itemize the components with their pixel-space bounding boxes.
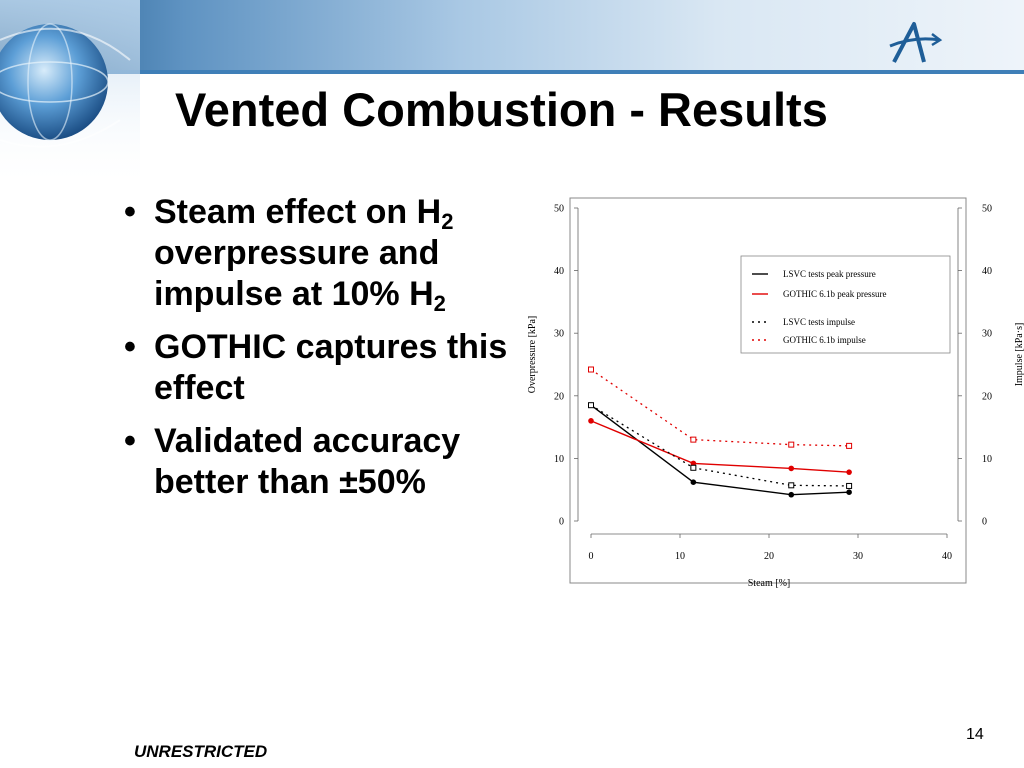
header-divider	[0, 70, 1024, 74]
data-point	[788, 441, 795, 448]
series-line	[590, 404, 850, 496]
y-tick-label: 50	[554, 204, 564, 215]
bullet-text: overpressure and impulse at 10% H	[154, 234, 440, 313]
legend-box	[740, 255, 951, 354]
y-axis-label: Overpressure [kPa]	[527, 316, 538, 393]
company-logo-icon	[889, 22, 943, 63]
bullet-list: Steam effect on H2 overpressure and impu…	[120, 192, 520, 515]
data-point	[690, 436, 697, 443]
data-point	[588, 402, 594, 409]
data-point	[788, 465, 795, 472]
globe-icon	[0, 0, 140, 190]
subscript: 2	[433, 291, 446, 316]
data-point	[846, 442, 853, 449]
slide-title: Vented Combustion - Results	[175, 83, 828, 136]
y-tick-label: 30	[554, 329, 564, 340]
y2-axis-label: Impulse [kPa·s]	[1014, 323, 1024, 387]
legend-entry: LSVC tests peak pressure	[783, 269, 876, 279]
y-tick-label: 40	[554, 266, 564, 277]
bullet-item: Validated accuracy better than ±50%	[120, 421, 520, 503]
subscript: 2	[441, 209, 454, 234]
legend-entry: LSVC tests impulse	[783, 317, 855, 327]
y2-tick-label: 10	[982, 454, 992, 465]
data-point	[690, 479, 697, 485]
legend-entry: GOTHIC 6.1b peak pressure	[783, 289, 886, 299]
data-point	[846, 489, 852, 496]
data-point	[788, 491, 795, 498]
data-point	[588, 366, 594, 373]
bullet-text: GOTHIC captures this effect	[154, 328, 508, 407]
x-axis-label: Steam [%]	[748, 578, 791, 589]
y2-tick-label: 30	[982, 329, 992, 340]
header-banner	[0, 0, 1024, 72]
data-point	[846, 482, 853, 489]
y2-tick-label: 20	[982, 391, 992, 402]
y2-tick-label: 40	[982, 266, 992, 277]
slide-number: 14	[966, 726, 984, 743]
bullet-text: Validated accuracy better than ±50%	[154, 422, 461, 501]
data-point	[846, 469, 852, 475]
series-line	[590, 420, 850, 473]
bullet-text: Steam effect on H	[154, 193, 442, 231]
results-chart: 0 10 20 30 40 Steam [%] 0 10 20 30 40 50 Overpressur…	[527, 197, 1024, 589]
data-point	[690, 464, 697, 471]
bullet-item: Steam effect on H2 overpressure and impu…	[120, 192, 520, 315]
x-tick-label: 10	[675, 551, 685, 562]
y2-tick-label: 0	[982, 517, 987, 528]
y2-tick-label: 50	[982, 204, 992, 215]
classification-footer: UNRESTRICTED	[134, 742, 268, 761]
x-tick-label: 40	[942, 551, 952, 562]
y-tick-label: 20	[554, 391, 564, 402]
y-tick-label: 0	[559, 517, 564, 528]
series-line	[590, 404, 850, 487]
data-point	[788, 482, 795, 489]
y-tick-label: 10	[554, 454, 564, 465]
x-tick-label: 30	[853, 551, 863, 562]
data-point	[588, 418, 594, 424]
legend-entry: GOTHIC 6.1b impulse	[783, 335, 866, 345]
bullet-item: GOTHIC captures this effect	[120, 327, 520, 409]
x-tick-label: 0	[589, 551, 594, 562]
x-tick-label: 20	[764, 551, 774, 562]
